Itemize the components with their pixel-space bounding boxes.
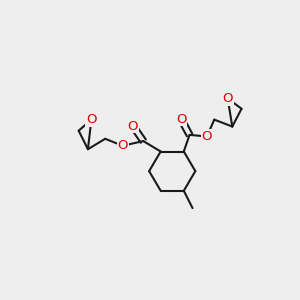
Text: O: O <box>117 139 128 152</box>
Text: O: O <box>86 113 97 126</box>
Text: O: O <box>202 130 212 143</box>
Text: O: O <box>222 92 233 105</box>
Text: O: O <box>128 120 138 133</box>
Text: O: O <box>176 113 186 126</box>
